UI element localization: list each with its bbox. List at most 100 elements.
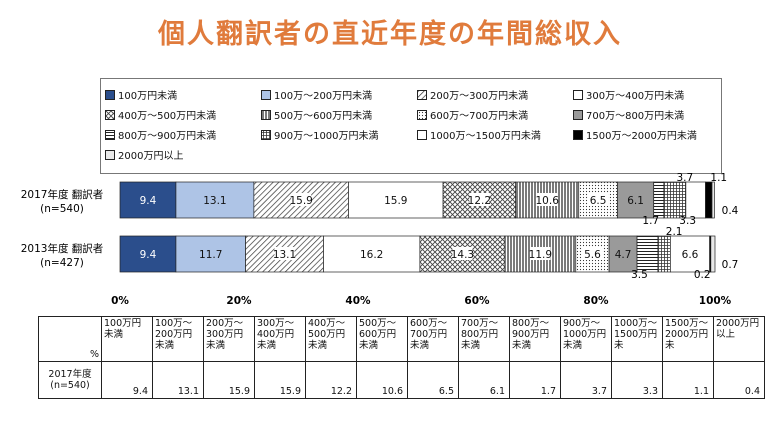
- table-value-cell: 6.5: [407, 361, 459, 399]
- bar-value-label: 6.6: [682, 249, 699, 261]
- x-tick-label: 40%: [345, 295, 371, 307]
- legend-swatch: [261, 89, 271, 100]
- legend-swatch: [417, 109, 427, 120]
- bar-value-label: 16.2: [360, 249, 383, 261]
- table-value-cell: 12.2: [305, 361, 357, 399]
- table-header-cell: 700万～800万円未満: [458, 316, 510, 362]
- bar-value-label-bg: [452, 247, 473, 260]
- legend-label: 300万～400万円未満: [586, 91, 685, 102]
- legend-label: 100万円未満: [118, 91, 178, 102]
- bar-value-label: 9.4: [140, 249, 157, 261]
- bar-segment: [608, 235, 638, 273]
- bar-segment: [175, 235, 246, 273]
- x-tick-label: 100%: [699, 295, 732, 307]
- x-tick-label: 0%: [111, 295, 129, 307]
- bar-value-label: 11.7: [199, 249, 222, 261]
- legend-label: 100万～200万円未満: [274, 91, 373, 102]
- bar-row-n: (n=540): [40, 203, 84, 215]
- bar-value-label: 15.9: [289, 195, 312, 207]
- bar-segment: [636, 235, 659, 273]
- legend-label: 2000万円以上: [118, 151, 184, 162]
- table-value-cell: 3.3: [611, 361, 663, 399]
- legend-swatch: [573, 129, 583, 140]
- table-value-cell: 15.9: [254, 361, 306, 399]
- table-header-cell: 500万～600万円未満: [356, 316, 408, 362]
- table-value-cell: 6.1: [458, 361, 510, 399]
- legend-swatch: [105, 89, 115, 100]
- legend-item: 2000万円以上: [105, 147, 183, 162]
- bar-value-label: 0.4: [722, 205, 739, 217]
- bar-value-label: 15.9: [384, 195, 407, 207]
- legend-label: 800万～900万円未満: [118, 131, 217, 142]
- table-header-cell: 600万～700万円未満: [407, 316, 459, 362]
- legend-item: 1500万～2000万円未満: [573, 127, 697, 142]
- bar-value-label: 3.7: [676, 172, 693, 184]
- legend-swatch: [417, 129, 427, 140]
- bar-segment: [119, 235, 177, 273]
- legend-label: 500万～600万円未満: [274, 111, 373, 122]
- legend-item: 200万～300万円未満: [417, 87, 528, 102]
- bar-segment: [685, 181, 706, 219]
- table-header-cell: 1500万～2000万円未: [662, 316, 714, 362]
- table-value-cell: 3.7: [560, 361, 612, 399]
- bar-value-label: 10.6: [536, 195, 560, 207]
- legend-item: 800万～900万円未満: [105, 127, 216, 142]
- x-tick-label: 20%: [226, 295, 252, 307]
- bar-value-label: 3.5: [631, 269, 648, 281]
- table-corner: %: [38, 316, 102, 362]
- bar-segment: [657, 235, 671, 273]
- bar-segment: [653, 181, 665, 219]
- stacked-bar-chart: 2017年度 翻訳者 (n=540) 9.4 13.1 15.9 15.9 12.2 10.6…: [21, 172, 739, 307]
- x-tick-label: 80%: [583, 295, 609, 307]
- bar-value-label: 2.1: [666, 226, 683, 238]
- bar-segment: [705, 181, 713, 219]
- legend-swatch: [573, 89, 583, 100]
- table-header-cell: 800万～900万円未満: [509, 316, 561, 362]
- bar-segment: [175, 181, 255, 219]
- legend-item: 100万～200万円未満: [261, 87, 372, 102]
- bar-value-label: 6.1: [627, 195, 644, 207]
- bar-value-label: 13.1: [203, 195, 226, 207]
- legend-label: 200万～300万円未満: [430, 91, 529, 102]
- bar-value-label: 3.3: [679, 215, 696, 227]
- bar-segment: [663, 181, 687, 219]
- bar-row-label: 2017年度 翻訳者: [21, 188, 104, 201]
- legend-swatch: [573, 109, 583, 120]
- legend-item: 500万～600万円未満: [261, 107, 372, 122]
- table-value-cell: 1.7: [509, 361, 561, 399]
- bar-value-label: 0.7: [722, 259, 739, 271]
- table-header-cell: 100万円未満: [101, 316, 153, 362]
- table-value-cell: 9.4: [101, 361, 153, 399]
- table-header-cell: 100万～200万円未満: [152, 316, 204, 362]
- bar-row-label: 2013年度 翻訳者: [21, 242, 104, 255]
- legend: 100万円未満 100万～200万円未満 200万～300万円未満 300万～400万…: [100, 78, 722, 174]
- bar-segment: [323, 235, 421, 273]
- bar-value-label-bg: [588, 193, 609, 206]
- legend-swatch: [417, 89, 427, 100]
- table-row-label: 2017年度 (n=540): [38, 361, 102, 399]
- legend-item: 900万～1000万円未満: [261, 127, 379, 142]
- bar-segment: [617, 181, 655, 219]
- table-value-cell: 13.1: [152, 361, 204, 399]
- bar-value-label-bg: [537, 193, 558, 206]
- bar-segment: [119, 181, 177, 219]
- bar-value-label: 6.5: [590, 195, 607, 207]
- bar-segment: [348, 181, 444, 219]
- table-value-cell: 1.1: [662, 361, 714, 399]
- legend-label: 1000万～1500万円未満: [430, 131, 541, 142]
- data-table: % 100万円未満 100万～200万円未満 200万～300万円未満 300万～40…: [38, 316, 765, 399]
- legend-swatch: [105, 129, 115, 140]
- legend-swatch: [261, 129, 271, 140]
- table-header-cell: 1000万～1500万円未: [611, 316, 663, 362]
- table-row-year: 2017年度: [48, 369, 92, 380]
- bar-row-n: (n=427): [40, 257, 84, 269]
- bar-value-label-bg: [291, 193, 312, 206]
- legend-label: 1500万～2000万円未満: [586, 131, 697, 142]
- bar-segment: [711, 181, 715, 219]
- legend-item: 300万～400万円未満: [573, 87, 684, 102]
- bar-value-label: 1.7: [642, 215, 659, 227]
- bar-value-label-bg: [582, 247, 603, 260]
- bar-segment: [670, 235, 710, 273]
- bar-value-label: 4.7: [615, 249, 632, 261]
- legend-swatch: [105, 109, 115, 120]
